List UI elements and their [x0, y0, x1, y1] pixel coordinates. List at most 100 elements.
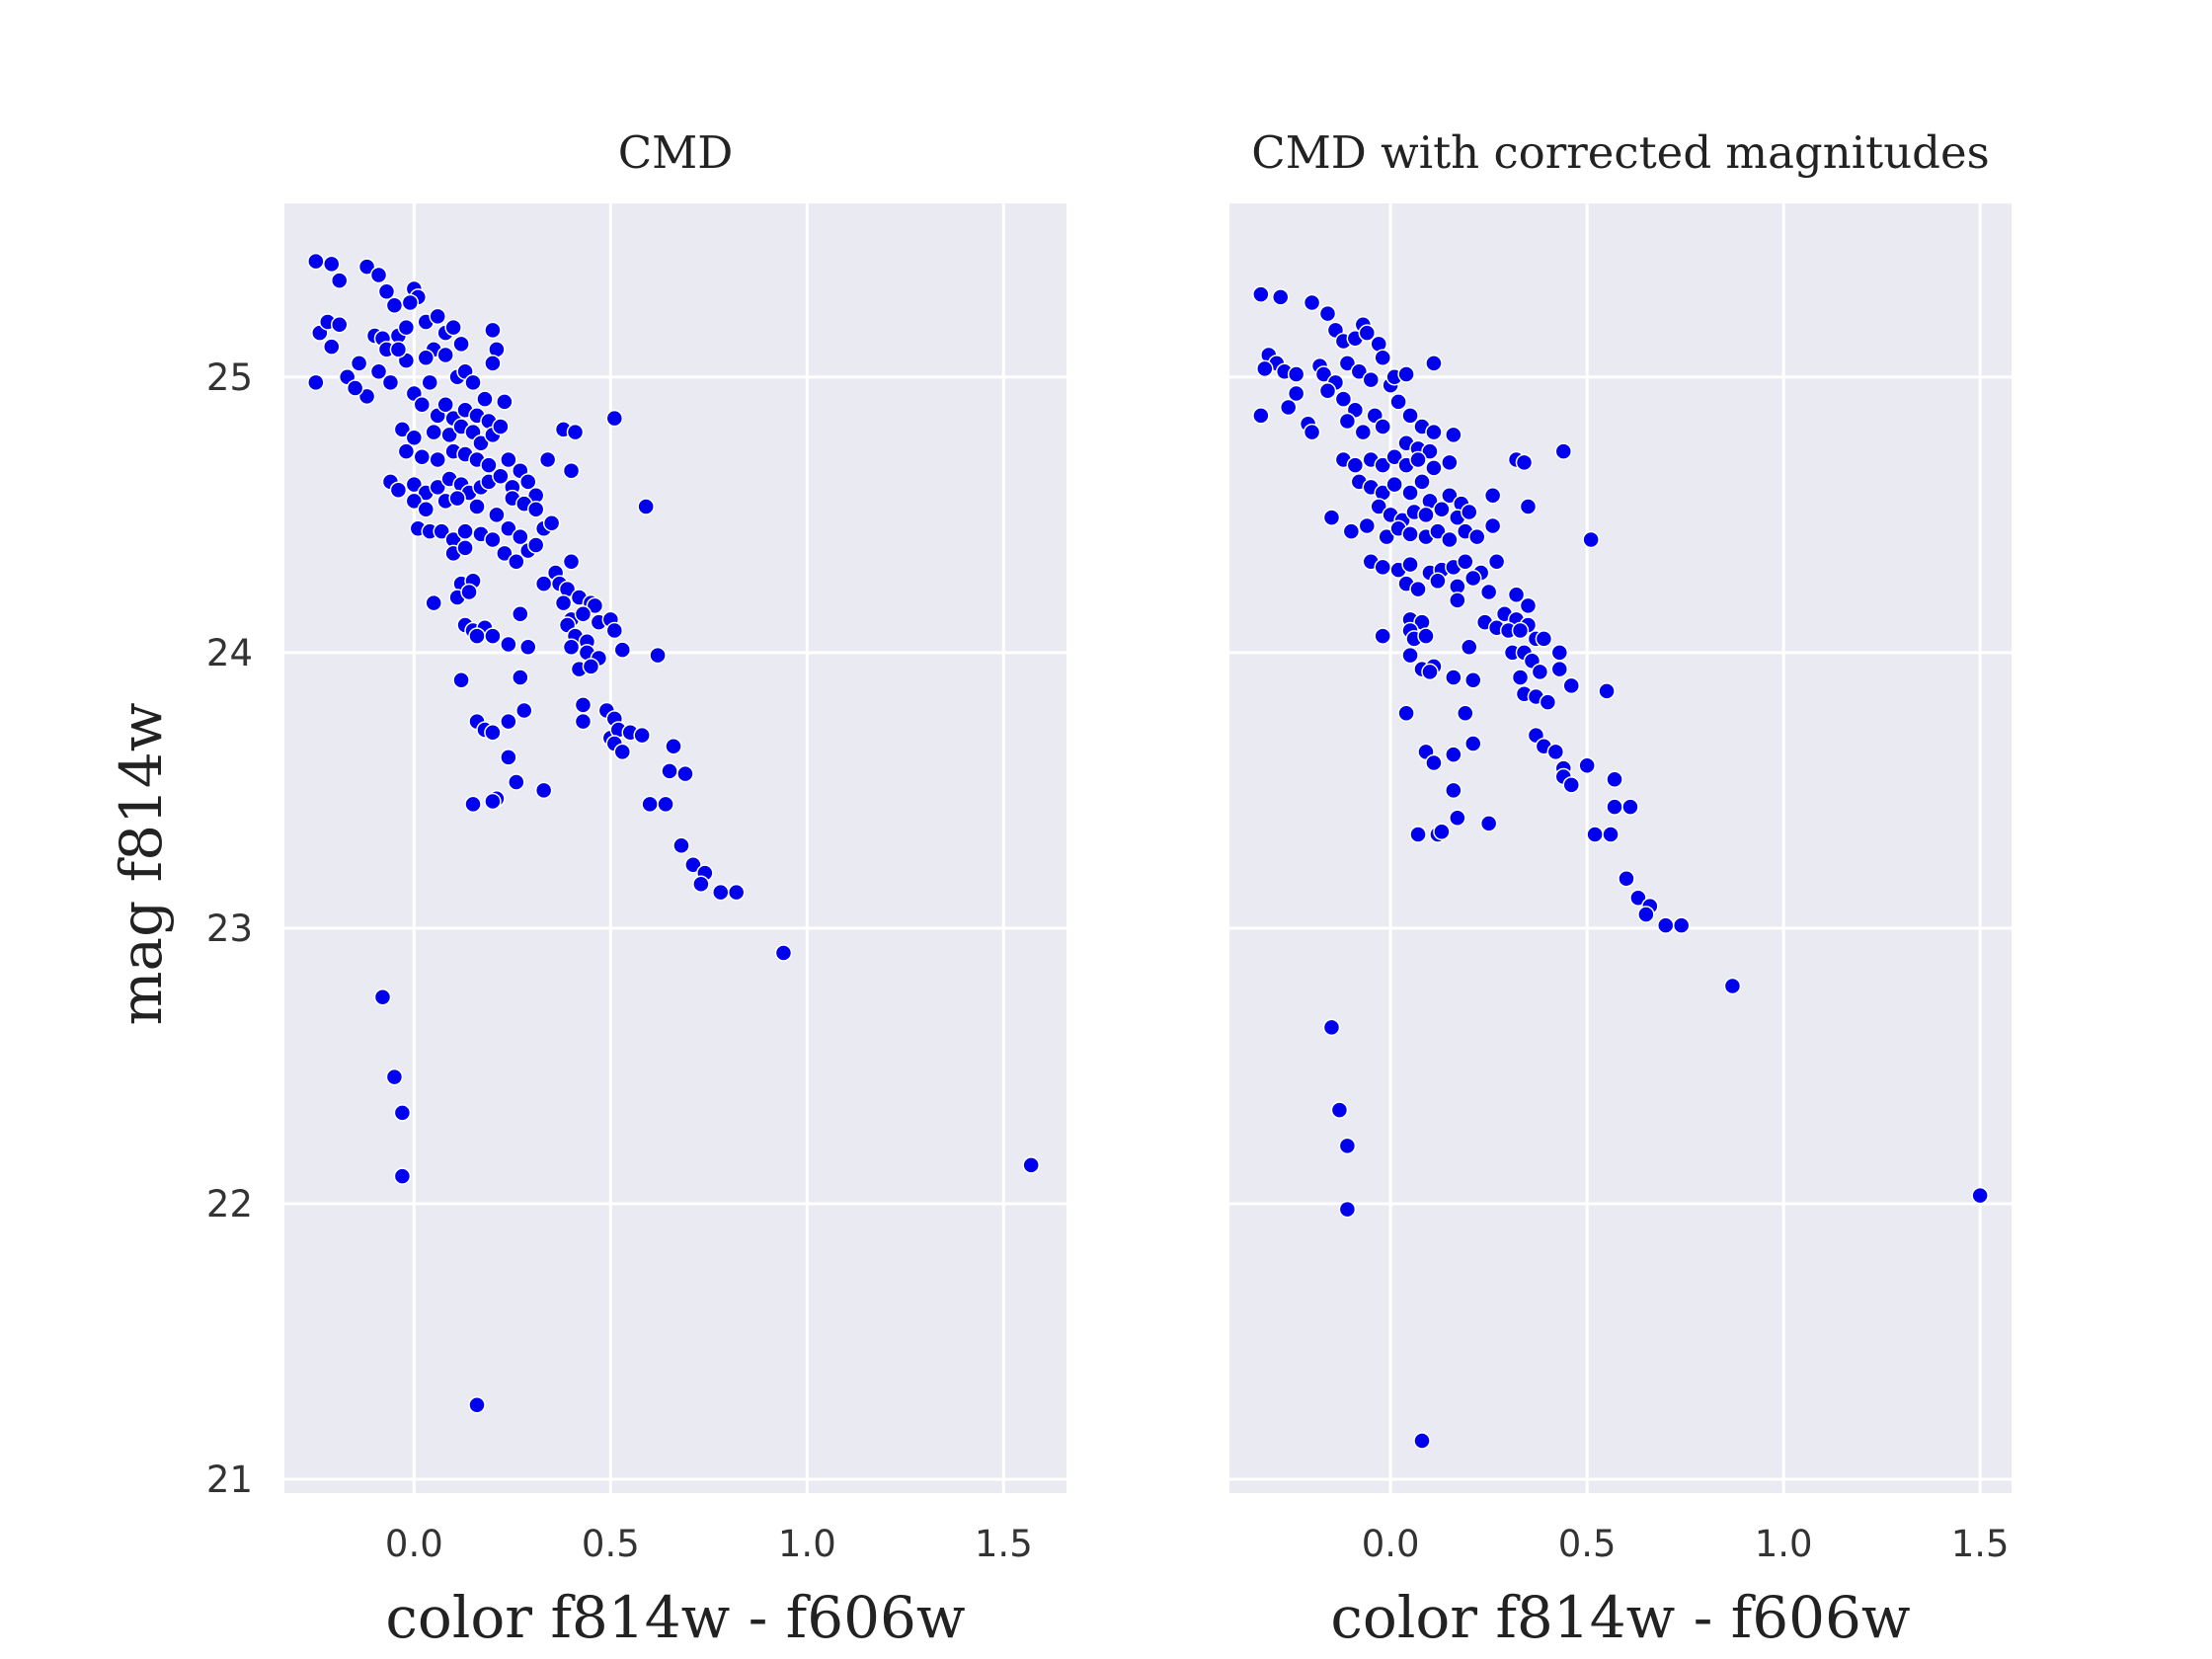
x-tick-label: 1.5: [1951, 1523, 2010, 1565]
data-point: [1334, 390, 1353, 408]
data-point: [1022, 1156, 1040, 1174]
y-tick-label: 23: [206, 908, 253, 950]
x-tick-label: 0.0: [385, 1523, 443, 1565]
data-point: [1314, 365, 1333, 383]
data-point: [417, 349, 435, 367]
data-point: [429, 450, 446, 469]
data-point: [534, 575, 553, 592]
data-point: [1303, 293, 1321, 312]
data-point: [1374, 456, 1391, 474]
data-point: [1342, 522, 1361, 540]
data-point: [330, 316, 349, 334]
data-point: [605, 409, 624, 428]
data-point: [468, 1395, 486, 1414]
data-point: [1606, 798, 1623, 816]
data-point: [566, 423, 585, 441]
data-point: [1397, 365, 1415, 383]
x-tick-label: 1.5: [975, 1523, 1033, 1565]
data-point: [456, 539, 474, 557]
data-point: [405, 429, 424, 446]
data-point: [1425, 423, 1443, 441]
data-point: [464, 373, 482, 392]
data-point: [1723, 977, 1742, 995]
data-point: [1374, 627, 1391, 645]
data-point: [1464, 569, 1482, 588]
data-point: [357, 258, 376, 276]
data-point: [562, 638, 581, 657]
data-point: [1621, 798, 1639, 816]
panel-cmd: 0.0 0.5 1.0 1.5 25 24 23 22 21 CMD color f814w …: [206, 126, 1066, 1651]
data-point: [476, 390, 494, 408]
data-point: [1338, 355, 1357, 372]
data-point: [1362, 370, 1381, 389]
data-point: [393, 1104, 412, 1122]
data-point: [1417, 627, 1435, 645]
data-point: [526, 501, 545, 518]
data-point: [582, 658, 600, 675]
data-point: [417, 501, 435, 518]
data-point: [1252, 407, 1270, 425]
data-point: [323, 338, 341, 356]
data-point: [1637, 906, 1655, 923]
data-point: [1358, 324, 1377, 342]
x-tick-label: 0.0: [1362, 1523, 1420, 1565]
data-point: [519, 473, 537, 491]
data-point: [605, 621, 624, 640]
data-point: [500, 519, 517, 538]
data-point: [1322, 509, 1341, 526]
data-point: [500, 712, 517, 731]
data-point: [472, 434, 490, 452]
data-point: [452, 335, 470, 354]
data-point: [1385, 475, 1403, 494]
data-point: [1374, 349, 1391, 367]
data-point: [1479, 583, 1498, 601]
data-point: [672, 836, 690, 854]
data-point: [1330, 1101, 1349, 1119]
data-point: [574, 712, 592, 731]
data-point: [1629, 889, 1647, 907]
data-point: [1445, 426, 1462, 444]
data-point: [613, 743, 632, 761]
data-point: [1338, 412, 1357, 431]
data-point: [452, 672, 470, 689]
data-point: [1409, 450, 1427, 469]
data-point: [665, 737, 682, 755]
data-point: [1370, 498, 1387, 515]
data-point: [1429, 522, 1447, 540]
data-point: [1445, 746, 1462, 763]
data-point: [492, 467, 510, 486]
data-point: [727, 883, 746, 902]
data-point: [500, 450, 517, 469]
data-point: [488, 506, 506, 524]
data-point: [1483, 516, 1502, 535]
data-point: [1539, 693, 1557, 711]
data-point: [369, 266, 388, 284]
data-point: [440, 426, 458, 444]
data-point: [1535, 630, 1553, 648]
data-point: [1606, 770, 1623, 788]
data-point: [1578, 756, 1596, 775]
data-point: [429, 478, 446, 497]
plot-area-cmd-corrected: [1229, 203, 2012, 1493]
data-point: [1519, 596, 1538, 615]
data-point: [405, 492, 424, 511]
data-point: [1483, 487, 1502, 505]
data-point: [586, 596, 604, 615]
data-point: [1401, 525, 1419, 543]
data-point: [633, 726, 651, 745]
data-point: [1279, 398, 1298, 417]
data-point: [1338, 1200, 1357, 1219]
data-point: [1618, 869, 1635, 888]
data-point: [1445, 669, 1462, 686]
data-point: [1401, 484, 1419, 502]
x-axis-label-cmd-corrected: color f814w - f606w: [1330, 1584, 1910, 1651]
scatter-points-cmd: [307, 252, 1040, 1414]
data-point: [774, 944, 793, 962]
data-point: [444, 318, 462, 337]
x-tick-label: 1.0: [778, 1523, 836, 1565]
data-point: [1457, 553, 1474, 571]
data-point: [574, 605, 592, 623]
data-point: [1464, 672, 1482, 689]
data-point: [397, 442, 416, 460]
data-point: [1598, 682, 1616, 700]
